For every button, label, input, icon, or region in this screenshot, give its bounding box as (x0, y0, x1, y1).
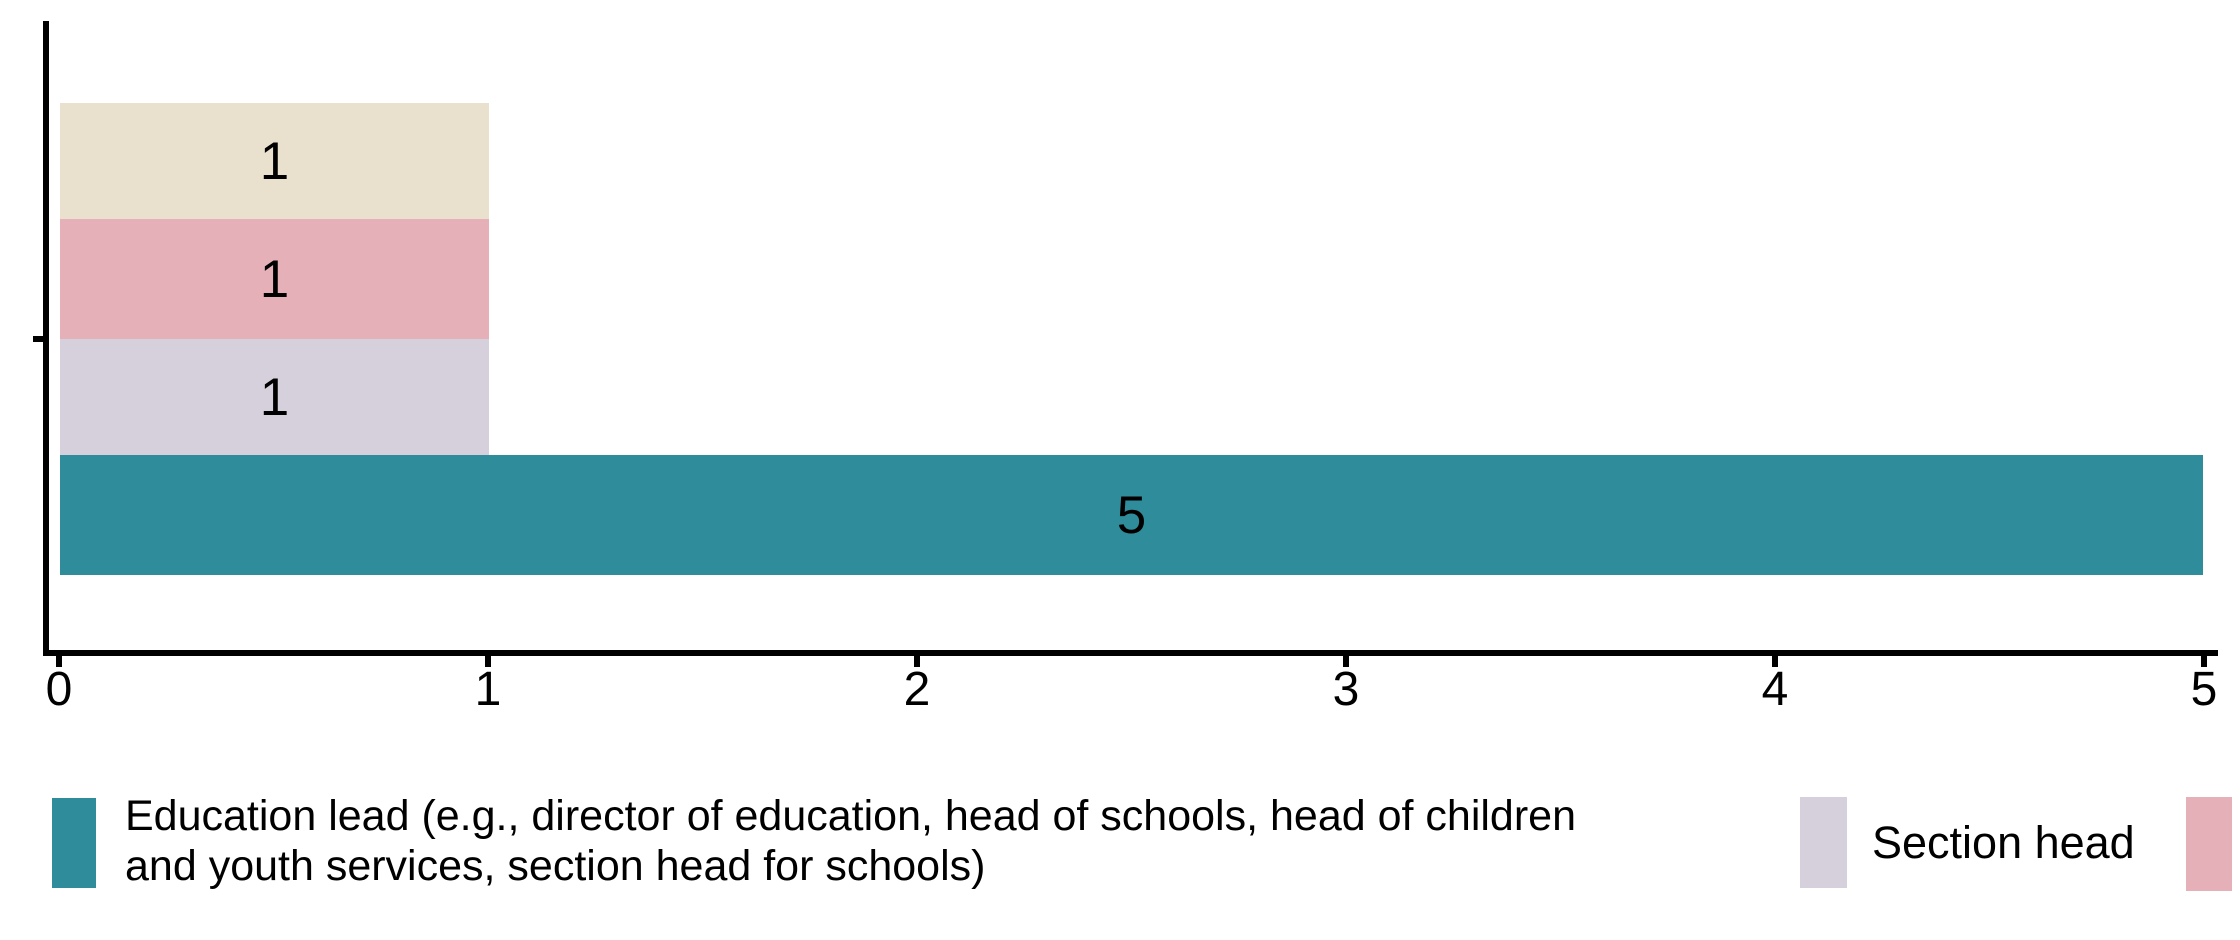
x-tick-label-1: 1 (474, 663, 502, 716)
legend-label-line-2: and youth services, section head for sch… (125, 842, 986, 890)
y-axis-tick (33, 336, 43, 342)
legend-label-education-lead: Education lead (e.g., director of educat… (125, 791, 1576, 891)
bar-pink: 1 (60, 219, 489, 339)
legend-label-section-head: Section head (1872, 816, 2135, 868)
bar-value-label: 1 (259, 249, 290, 309)
x-tick-2 (914, 656, 920, 667)
x-tick-label-4: 4 (1761, 663, 1789, 716)
x-tick-label-3: 3 (1332, 663, 1360, 716)
y-axis-line (43, 21, 49, 656)
x-tick-0 (56, 656, 62, 667)
x-tick-4 (1772, 656, 1778, 667)
x-tick-3 (1343, 656, 1349, 667)
legend-swatch-section-head (1800, 797, 1847, 888)
bar-lavender: 1 (60, 339, 489, 455)
legend-swatch-education-lead (52, 798, 96, 888)
bar-teal: 5 (60, 455, 2203, 575)
x-tick-label-2: 2 (903, 663, 931, 716)
bar-value-label: 5 (1116, 485, 1147, 545)
bar-beige: 1 (60, 103, 489, 219)
legend-label-line-1: Education lead (e.g., director of educat… (125, 792, 1576, 840)
x-tick-label-0: 0 (45, 663, 73, 716)
legend-swatch-truncated (2186, 797, 2232, 891)
bar-value-label: 1 (259, 131, 290, 191)
x-axis-line (43, 650, 2218, 656)
bar-value-label: 1 (259, 367, 290, 427)
x-tick-5 (2201, 656, 2207, 667)
x-tick-label-5: 5 (2190, 663, 2218, 716)
x-tick-1 (485, 656, 491, 667)
